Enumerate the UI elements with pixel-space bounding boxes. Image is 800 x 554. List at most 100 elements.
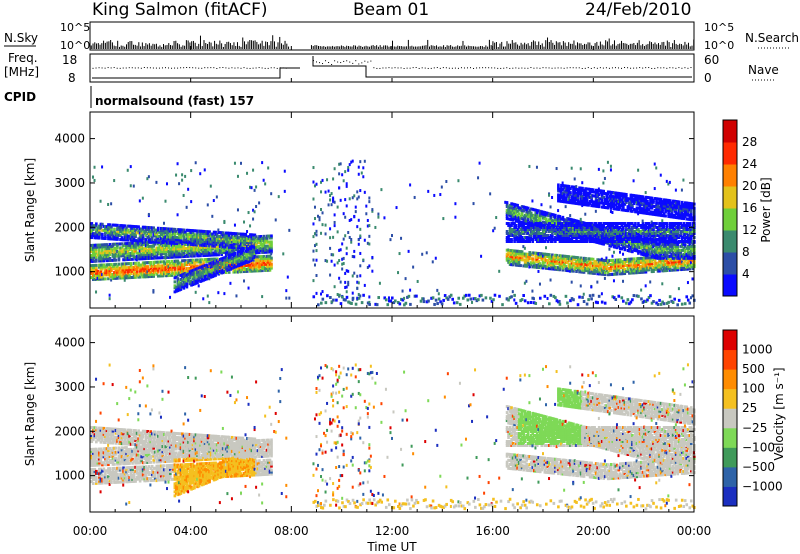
echo-cell bbox=[111, 235, 115, 239]
echo-cell bbox=[243, 220, 246, 224]
echo-cell bbox=[179, 240, 183, 244]
echo-cell bbox=[176, 273, 180, 277]
echo-cell bbox=[172, 243, 175, 247]
echo-cell bbox=[250, 186, 253, 190]
echo-cell bbox=[143, 257, 146, 261]
echo-cell bbox=[123, 278, 126, 282]
echo-cell bbox=[178, 241, 181, 245]
echo-cell bbox=[122, 276, 125, 280]
echo-cell bbox=[143, 247, 146, 251]
echo-cell bbox=[162, 237, 166, 241]
echo-cell bbox=[147, 252, 151, 256]
echo-cell bbox=[194, 290, 197, 294]
echo-cell bbox=[333, 224, 336, 228]
echo-cell bbox=[312, 279, 315, 283]
echo-cell bbox=[176, 213, 179, 217]
echo-cell bbox=[153, 270, 157, 274]
echo-cell bbox=[110, 229, 113, 233]
echo-cell bbox=[326, 178, 329, 182]
echo-cell bbox=[178, 253, 181, 257]
echo-cell bbox=[175, 251, 178, 255]
echo-cell bbox=[427, 189, 430, 193]
echo-cell bbox=[531, 257, 535, 261]
echo-cell bbox=[140, 229, 143, 233]
echo-cell bbox=[102, 228, 106, 232]
echo-cell bbox=[126, 238, 130, 242]
echo-cell bbox=[181, 267, 184, 271]
echo-cell bbox=[140, 273, 143, 277]
echo-cell bbox=[137, 251, 140, 255]
echo-cell bbox=[128, 251, 131, 255]
echo-cell bbox=[104, 225, 107, 229]
echo-cell bbox=[185, 228, 189, 232]
echo-cell bbox=[167, 255, 171, 259]
echo-cell bbox=[184, 230, 187, 234]
echo-cell bbox=[235, 294, 238, 298]
echo-cell bbox=[182, 232, 186, 236]
echo-cell bbox=[175, 287, 178, 291]
echo-cell bbox=[138, 255, 142, 259]
echo-cell bbox=[93, 267, 97, 271]
echo-cell bbox=[215, 195, 218, 199]
nave-dot bbox=[258, 67, 260, 69]
echo-cell bbox=[409, 183, 412, 187]
nave-dot bbox=[599, 67, 601, 69]
echo-cell bbox=[123, 230, 127, 234]
echo-cell bbox=[147, 175, 150, 179]
echo-cell bbox=[99, 253, 103, 257]
echo-cell bbox=[147, 234, 151, 238]
echo-cell bbox=[185, 234, 189, 238]
nave-dot bbox=[684, 67, 686, 69]
nave-dot bbox=[207, 67, 209, 69]
echo-cell bbox=[132, 267, 136, 271]
echo-cell bbox=[98, 273, 101, 277]
echo-cell bbox=[288, 228, 291, 232]
echo-cell bbox=[253, 188, 256, 192]
echo-cell bbox=[119, 227, 122, 231]
echo-cell bbox=[140, 234, 143, 238]
echo-cell bbox=[101, 275, 104, 279]
nave-dot bbox=[92, 67, 94, 69]
echo-cell bbox=[176, 271, 180, 275]
echo-cell bbox=[128, 253, 131, 257]
echo-cell bbox=[345, 246, 348, 250]
echo-cell bbox=[141, 235, 145, 239]
echo-cell bbox=[140, 253, 143, 257]
nave-dot bbox=[614, 67, 616, 69]
echo-cell bbox=[90, 243, 94, 247]
echo-cell bbox=[137, 239, 140, 243]
beam-title: Beam 01 bbox=[353, 0, 429, 20]
echo-cell bbox=[374, 225, 377, 229]
echo-cell bbox=[92, 268, 95, 272]
echo-cell bbox=[548, 302, 551, 306]
nave-dot bbox=[267, 67, 269, 69]
echo-cell bbox=[120, 250, 124, 254]
echo-cell bbox=[371, 269, 374, 273]
echo-cell bbox=[149, 274, 152, 278]
freq-trace-early bbox=[92, 67, 300, 79]
echo-cell bbox=[102, 251, 106, 255]
echo-cell bbox=[117, 274, 121, 278]
echo-cell bbox=[566, 301, 569, 305]
echo-cell bbox=[155, 256, 159, 260]
echo-cell bbox=[178, 230, 181, 234]
echo-cell bbox=[110, 244, 113, 248]
echo-cell bbox=[427, 299, 430, 303]
echo-cell bbox=[178, 273, 181, 277]
echo-cell bbox=[138, 271, 142, 275]
echo-cell bbox=[128, 245, 131, 249]
echo-cell bbox=[141, 269, 145, 273]
echo-cell bbox=[117, 252, 121, 256]
echo-cell bbox=[132, 269, 136, 273]
echo-cell bbox=[181, 228, 184, 232]
echo-cell bbox=[125, 246, 128, 250]
echo-cell bbox=[107, 251, 110, 255]
nave-dot bbox=[672, 67, 674, 69]
echo-cell bbox=[380, 188, 383, 192]
echo-cell bbox=[146, 235, 149, 239]
echo-cell bbox=[134, 273, 137, 277]
nave-dot bbox=[617, 67, 619, 69]
echo-cell bbox=[144, 251, 148, 255]
echo-cell bbox=[107, 273, 110, 277]
echo-cell bbox=[182, 278, 186, 282]
